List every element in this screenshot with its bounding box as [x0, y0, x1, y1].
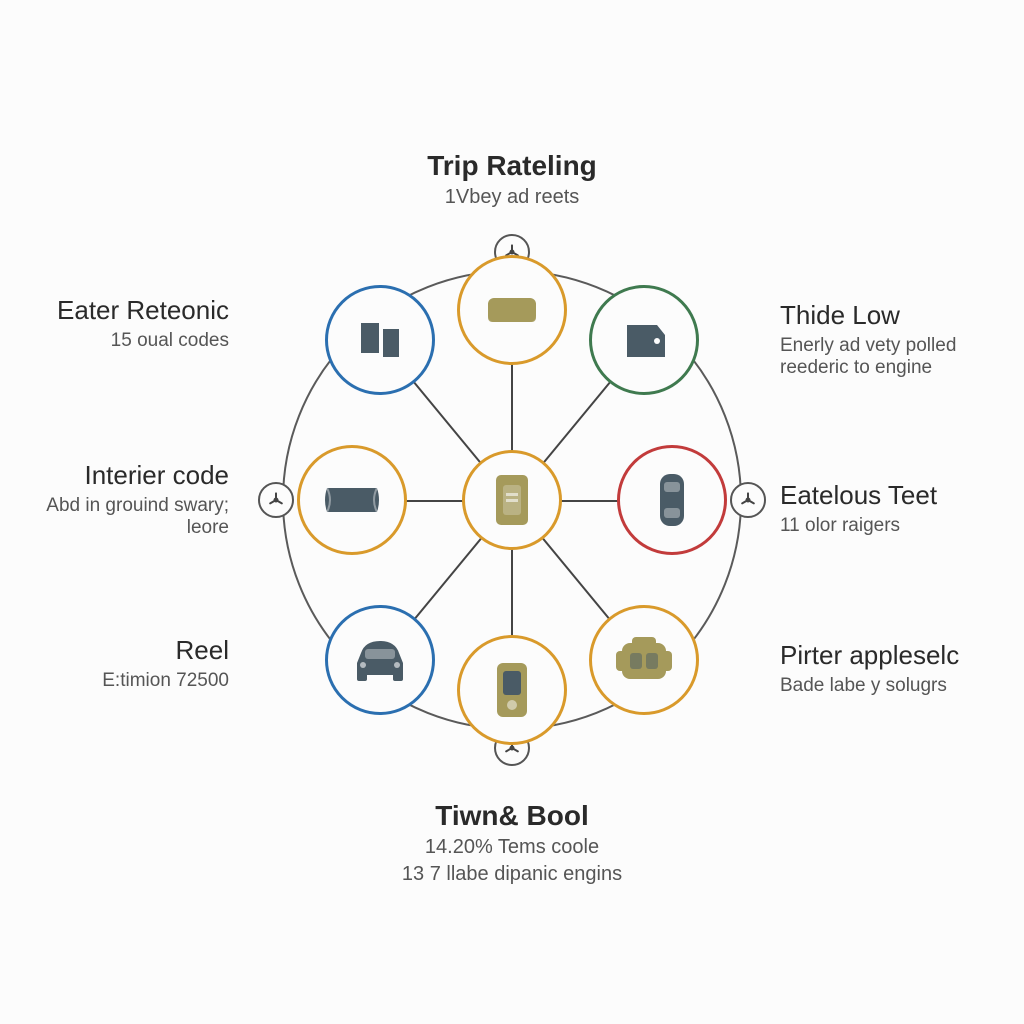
- ring-marker-3: [730, 482, 766, 518]
- node-n_bot_l: [325, 605, 435, 715]
- label-r3-sub: Bade labe y solugrs: [780, 675, 1000, 697]
- label-top-title: Trip Rateling: [362, 150, 662, 182]
- label-r2: Eatelous Teet 11 olor raigers: [780, 480, 1000, 537]
- label-r2-sub: 11 olor raigers: [780, 515, 1000, 537]
- node-n_mid_r: [617, 445, 727, 555]
- blocks-slate-icon: [353, 317, 407, 363]
- label-top-sub: 1Vbey ad reets: [362, 186, 662, 209]
- steering-icon: [266, 490, 286, 510]
- device-olive-icon: [489, 659, 535, 721]
- label-r3-title: Pirter appleselc: [780, 640, 1000, 671]
- node-n_bot_c: [457, 635, 567, 745]
- label-l2-title: Interier code: [19, 460, 229, 491]
- label-bottom-sub2: 13 7 llabe dipanic engins: [312, 863, 712, 886]
- diagram-stage: Trip Rateling 1Vbey ad reets Tiwn& Bool …: [0, 0, 1024, 1024]
- label-l2: Interier code Abd in grouind swary; leor…: [19, 460, 229, 539]
- label-bottom-title: Tiwn& Bool: [312, 800, 712, 832]
- label-r1-sub: Enerly ad vety polled reederic to engine: [780, 335, 1000, 379]
- card-slate-icon: [617, 317, 671, 363]
- engine-olive-icon: [612, 633, 676, 687]
- node-n_mid_l: [297, 445, 407, 555]
- node-center: [462, 450, 562, 550]
- label-r1-title: Thide Low: [780, 300, 1000, 331]
- label-r3: Pirter appleselc Bade labe y solugrs: [780, 640, 1000, 697]
- ring-marker-2: [258, 482, 294, 518]
- car-top-slate-icon: [652, 468, 692, 532]
- label-r2-title: Eatelous Teet: [780, 480, 1000, 511]
- slab-olive-icon: [482, 290, 542, 330]
- node-n_top_r: [589, 285, 699, 395]
- node-n_top_l: [325, 285, 435, 395]
- pillow-slate-icon: [319, 480, 385, 520]
- node-n_top_c: [457, 255, 567, 365]
- label-l2-sub: Abd in grouind swary; leore: [19, 495, 229, 539]
- node-n_bot_r: [589, 605, 699, 715]
- label-bottom-sub1: 14.20% Tems coole: [312, 836, 712, 859]
- label-r1: Thide Low Enerly ad vety polled reederic…: [780, 300, 1000, 379]
- steering-icon: [738, 490, 758, 510]
- label-l1-title: Eater Reteonic: [29, 295, 229, 326]
- label-l3-sub: E:timion 72500: [29, 670, 229, 692]
- car-front-slate-icon: [347, 635, 413, 685]
- label-bottom: Tiwn& Bool 14.20% Tems coole 13 7 llabe …: [312, 800, 712, 886]
- ticket-olive-icon: [490, 471, 534, 529]
- label-l3: Reel E:timion 72500: [29, 635, 229, 692]
- label-l1-sub: 15 oual codes: [29, 330, 229, 352]
- label-l1: Eater Reteonic 15 oual codes: [29, 295, 229, 352]
- label-top: Trip Rateling 1Vbey ad reets: [362, 150, 662, 209]
- label-l3-title: Reel: [29, 635, 229, 666]
